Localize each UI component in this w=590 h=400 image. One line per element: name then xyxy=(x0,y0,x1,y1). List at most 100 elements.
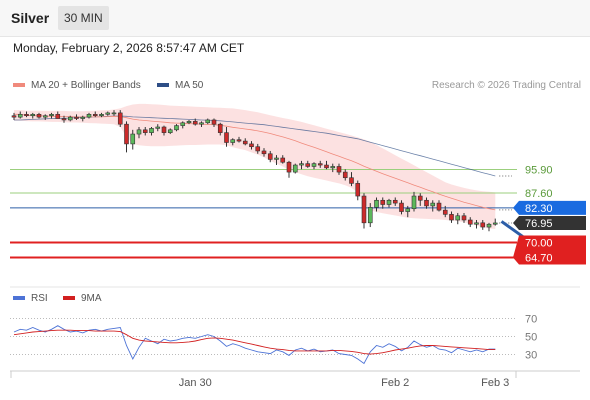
candle-body-59 xyxy=(380,199,386,205)
timestamp: Monday, February 2, 2026 8:57:47 AM CET xyxy=(13,41,245,55)
candle-body-5 xyxy=(42,115,48,118)
candle-body-28 xyxy=(186,121,192,124)
candle-body-15 xyxy=(105,112,111,115)
candle-body-13 xyxy=(92,114,98,117)
legend-ma50-label: MA 50 xyxy=(175,80,204,91)
candle-body-11 xyxy=(80,116,86,119)
legend-rsi-ma: 9MA xyxy=(63,293,102,304)
candle-body-76 xyxy=(486,223,492,228)
candle-body-12 xyxy=(86,114,92,118)
candle-body-4 xyxy=(36,114,42,118)
candle-body-41 xyxy=(267,153,273,160)
candle-body-18 xyxy=(124,123,129,145)
legend-rsi-ma-label: 9MA xyxy=(81,293,102,304)
candle-body-48 xyxy=(311,163,317,167)
level-label-0: 95.90 xyxy=(525,165,553,177)
candle-body-35 xyxy=(230,139,236,143)
candle-body-30 xyxy=(199,122,204,125)
candle-body-60 xyxy=(386,199,392,205)
candle-body-75 xyxy=(480,222,486,228)
rsi-ma-swatch xyxy=(63,296,75,301)
candle-body-1 xyxy=(17,114,23,118)
candle-body-66 xyxy=(424,199,429,207)
candle-body-74 xyxy=(474,222,479,225)
candle-body-32 xyxy=(211,119,217,125)
candle-body-8 xyxy=(61,118,67,121)
x-tick-label-1: Feb 2 xyxy=(381,377,409,389)
candle-body-67 xyxy=(430,202,436,207)
candle-body-3 xyxy=(30,114,36,117)
candle-body-43 xyxy=(280,157,286,163)
candle-body-72 xyxy=(461,215,467,221)
legend-rsi-label: RSI xyxy=(31,293,48,304)
ma20-line xyxy=(14,113,496,211)
candle-body-26 xyxy=(174,125,179,131)
ma50-swatch xyxy=(157,83,169,88)
candle-body-64 xyxy=(411,195,417,210)
candle-body-50 xyxy=(324,164,329,169)
candle-body-34 xyxy=(224,132,229,143)
candle-body-37 xyxy=(242,140,248,145)
candle-body-54 xyxy=(349,177,354,184)
chart-header: Silver 30 MIN xyxy=(0,0,590,37)
candle-body-0 xyxy=(11,115,17,118)
level-tag-2-text: 82.30 xyxy=(525,203,553,215)
candle-body-9 xyxy=(67,116,73,121)
candle-body-10 xyxy=(74,116,79,119)
candle-body-27 xyxy=(180,122,186,126)
candle-body-22 xyxy=(149,128,154,133)
x-tick-label-0: Jan 30 xyxy=(179,377,212,389)
credit-text: Research © 2026 Trading Central xyxy=(431,80,581,91)
candle-body-23 xyxy=(155,126,161,129)
rsi-level-label-2: 70 xyxy=(525,314,537,326)
last-price-tag-text: 76.95 xyxy=(525,218,553,230)
candle-body-31 xyxy=(205,119,211,124)
candle-body-56 xyxy=(361,195,367,224)
legend-ma20-label: MA 20 + Bollinger Bands xyxy=(31,80,141,91)
candle-body-73 xyxy=(467,219,473,225)
candle-body-77 xyxy=(492,222,498,225)
x-tick-label-2: Feb 3 xyxy=(481,377,509,389)
candle-body-7 xyxy=(55,114,61,119)
legend-ma50: MA 50 xyxy=(157,80,203,91)
candle-body-40 xyxy=(261,150,267,155)
candle-body-65 xyxy=(417,195,423,201)
candle-body-51 xyxy=(330,166,336,169)
candle-body-47 xyxy=(305,163,311,167)
rsi-ma-line xyxy=(13,329,496,355)
candle-body-25 xyxy=(167,129,173,133)
candle-body-68 xyxy=(436,202,442,211)
support-tag-bg xyxy=(513,235,586,265)
candle-body-57 xyxy=(367,207,373,224)
interval-button[interactable]: 30 MIN xyxy=(58,6,109,30)
candle-body-45 xyxy=(292,164,298,173)
legend-ma20: MA 20 + Bollinger Bands xyxy=(13,80,141,91)
rsi-level-label-1: 50 xyxy=(525,332,537,344)
candle-body-53 xyxy=(342,171,348,179)
candle-body-55 xyxy=(355,183,361,197)
support-tag-text-1: 64.70 xyxy=(525,252,553,264)
candle-body-6 xyxy=(49,114,54,117)
candle-body-2 xyxy=(24,114,29,117)
candle-body-61 xyxy=(392,199,398,204)
legend-rsi: RSI xyxy=(13,293,48,304)
support-tag-text-0: 70.00 xyxy=(525,238,553,250)
rsi-swatch xyxy=(13,296,25,301)
level-tag-2-bg xyxy=(513,200,586,215)
candle-body-14 xyxy=(99,114,104,117)
candle-body-71 xyxy=(455,215,461,221)
level-label-1: 87.60 xyxy=(525,188,553,200)
candle-body-38 xyxy=(249,143,254,148)
candle-body-24 xyxy=(161,126,167,133)
rsi-level-label-0: 30 xyxy=(525,350,537,362)
candle-body-52 xyxy=(336,166,342,173)
ma20-swatch xyxy=(13,83,25,88)
candle-body-49 xyxy=(317,163,323,166)
candle-body-29 xyxy=(192,121,198,125)
candle-body-16 xyxy=(111,112,117,115)
candle-body-20 xyxy=(136,129,142,135)
last-price-tag-bg xyxy=(513,215,586,230)
candle-body-62 xyxy=(399,202,404,212)
